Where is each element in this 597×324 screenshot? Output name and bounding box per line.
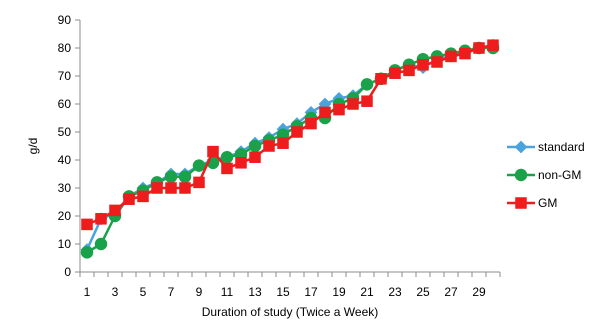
data-point — [165, 182, 177, 194]
x-tick-label: 21 — [360, 285, 374, 299]
data-point — [249, 151, 261, 163]
legend-label: standard — [538, 140, 585, 154]
data-point — [445, 50, 457, 63]
x-tick-label: 9 — [196, 285, 203, 299]
legend-label: GM — [538, 196, 557, 210]
series-line — [86, 46, 493, 254]
y-tick-label: 0 — [64, 265, 71, 279]
legend-marker — [515, 197, 527, 209]
x-tick-label: 23 — [388, 285, 402, 299]
legend-marker — [514, 140, 528, 154]
data-point — [403, 64, 415, 77]
data-point — [417, 59, 429, 71]
y-ticks: 0 10 20 30 40 50 60 70 80 90 — [58, 13, 80, 279]
series-non-GM — [80, 41, 500, 259]
data-point — [193, 176, 205, 189]
x-tick-label: 7 — [168, 285, 175, 299]
data-point — [319, 106, 331, 119]
x-tick-label: 19 — [332, 285, 346, 299]
data-point — [487, 39, 499, 51]
x-tick-label: 11 — [221, 285, 234, 299]
x-tick-label: 13 — [248, 285, 262, 299]
series-layer — [80, 38, 500, 259]
x-tick-label: 3 — [112, 285, 119, 299]
data-point — [81, 218, 93, 231]
data-point — [431, 56, 443, 68]
data-point — [94, 237, 108, 251]
data-point — [473, 42, 485, 54]
y-tick-label: 90 — [58, 13, 72, 27]
legend-item-GM: GM — [507, 196, 557, 210]
series-GM — [81, 39, 499, 231]
x-tick-label: 29 — [472, 285, 486, 299]
data-point — [179, 182, 191, 194]
x-tick-label: 15 — [276, 285, 290, 299]
data-point — [459, 47, 471, 60]
y-tick-label: 60 — [58, 97, 72, 111]
data-point — [220, 150, 234, 164]
data-point — [291, 126, 303, 138]
data-point — [305, 117, 317, 130]
data-point — [333, 103, 345, 116]
legend: standard non-GM GM — [507, 140, 585, 210]
data-point — [95, 213, 107, 225]
data-point — [277, 137, 289, 149]
data-point — [109, 204, 121, 217]
data-point — [123, 193, 135, 205]
y-tick-label: 10 — [58, 237, 72, 251]
x-tick-label: 5 — [140, 285, 147, 299]
y-tick-label: 30 — [58, 181, 72, 195]
legend-label: non-GM — [538, 168, 581, 182]
data-point — [375, 73, 387, 85]
series-line — [85, 43, 494, 251]
data-point — [360, 78, 374, 91]
data-point — [164, 170, 178, 184]
legend-item-standard: standard — [507, 140, 585, 154]
data-point — [235, 157, 247, 169]
data-point — [347, 98, 359, 110]
data-point — [207, 145, 219, 158]
data-point — [389, 67, 401, 79]
data-point — [248, 139, 262, 153]
data-point — [221, 162, 233, 175]
x-tick-label: 27 — [444, 285, 458, 299]
series-standard — [80, 38, 500, 256]
legend-marker — [514, 168, 528, 182]
x-ticks: 1 3 5 7 9 11 13 15 17 19 21 23 25 27 29 — [79, 272, 501, 299]
y-axis-title: g/d — [26, 138, 40, 155]
x-tick-label: 25 — [416, 285, 430, 299]
y-tick-label: 20 — [58, 209, 72, 223]
data-point — [151, 182, 163, 194]
data-point — [361, 95, 373, 107]
y-tick-label: 50 — [58, 125, 72, 139]
y-tick-label: 40 — [58, 153, 72, 167]
data-point — [80, 246, 94, 259]
legend-item-non-GM: non-GM — [507, 168, 581, 182]
x-axis-title: Duration of study (Twice a Week) — [202, 305, 379, 319]
data-point — [318, 97, 332, 111]
x-tick-label: 1 — [84, 285, 91, 299]
data-point — [263, 140, 275, 152]
data-point — [178, 170, 192, 184]
data-point — [137, 190, 149, 203]
x-tick-label: 17 — [304, 285, 318, 299]
y-tick-label: 80 — [58, 41, 72, 55]
data-point — [192, 159, 206, 172]
y-tick-label: 70 — [58, 69, 72, 83]
